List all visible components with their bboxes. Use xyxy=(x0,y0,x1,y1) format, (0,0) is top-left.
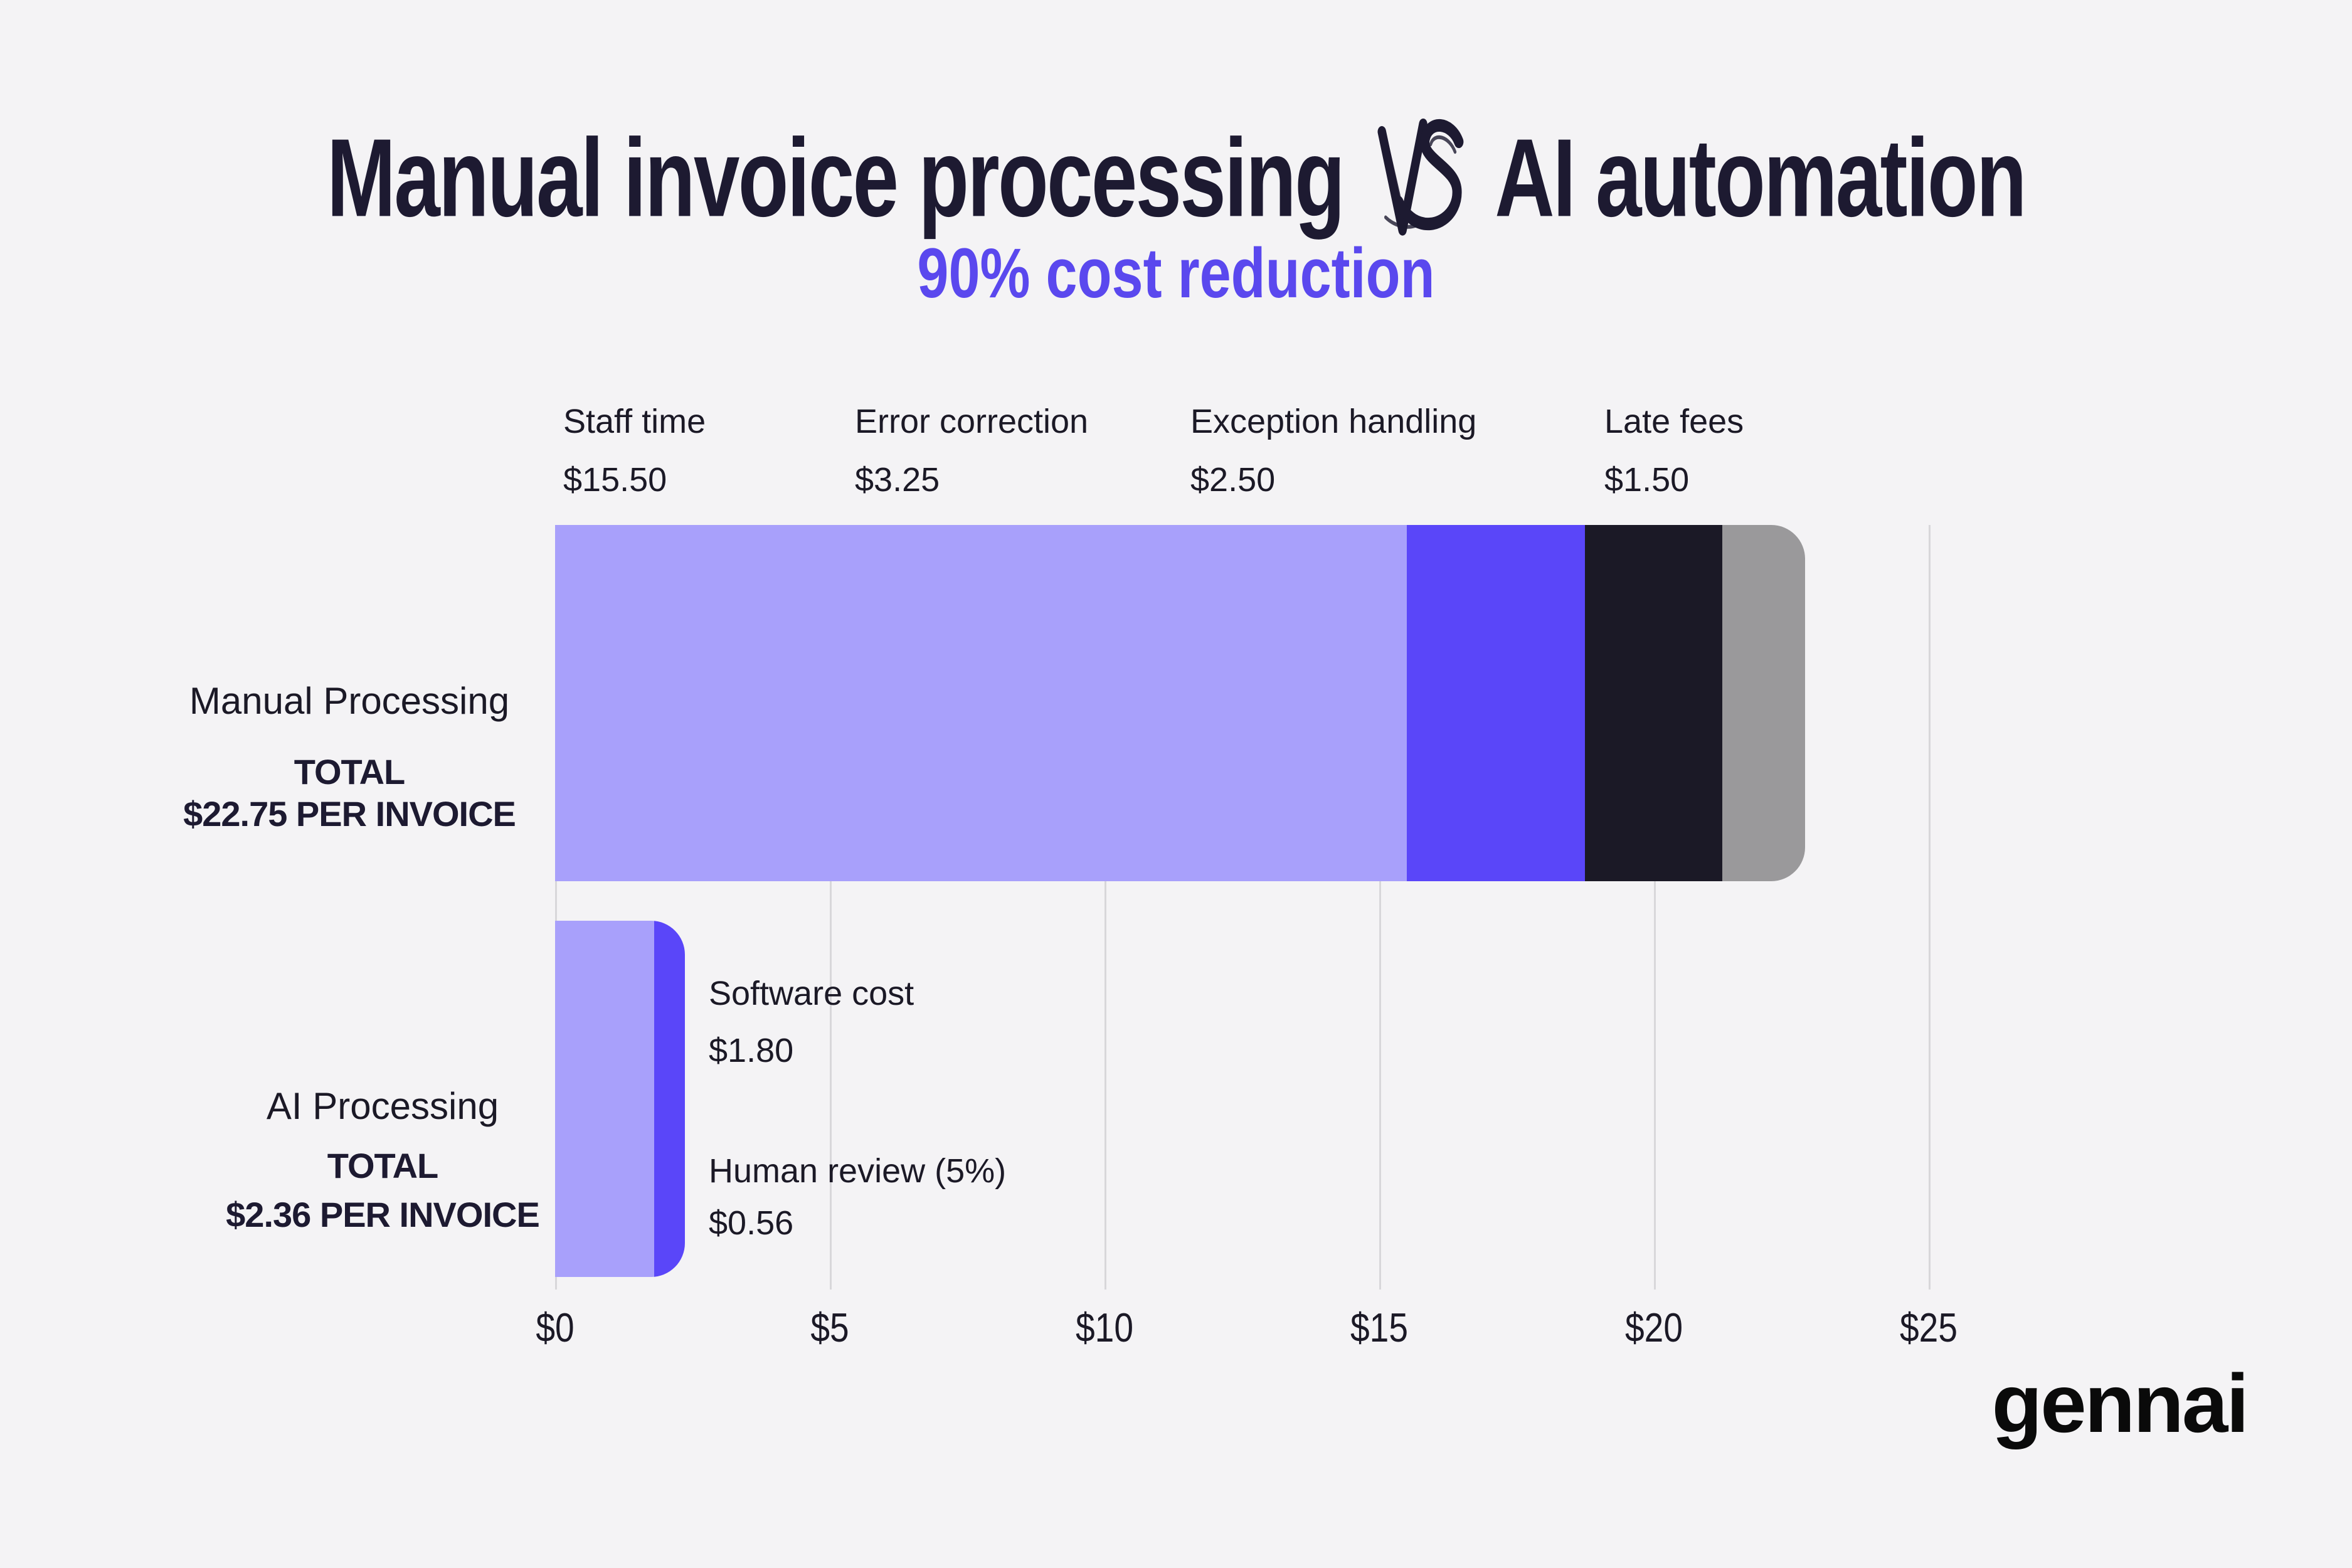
gennai-logo: gennai xyxy=(1991,1357,2249,1449)
bar-segment xyxy=(654,921,685,1277)
bar-segment xyxy=(555,921,654,1277)
bar-row xyxy=(555,921,685,1277)
gridline-5 xyxy=(830,525,832,1290)
page-title: Manual invoice processing AI automation xyxy=(141,92,2211,262)
legend-label: Error correction xyxy=(855,403,1089,440)
axis-tick: $15 xyxy=(1350,1305,1408,1351)
legend-value: $2.50 xyxy=(1190,461,1276,499)
gridline-25 xyxy=(1929,525,1931,1290)
legend-label: Late fees xyxy=(1604,403,1744,440)
gridline-15 xyxy=(1379,525,1381,1290)
row-total-heading: TOTAL xyxy=(294,752,405,792)
axis-tick: $5 xyxy=(810,1305,849,1351)
segment-callout-value: $0.56 xyxy=(709,1204,794,1242)
bar-segment xyxy=(1722,525,1805,881)
gridline-20 xyxy=(1654,525,1656,1290)
gridline-10 xyxy=(1104,525,1106,1290)
legend-label: Staff time xyxy=(563,403,706,440)
vs-brush-icon xyxy=(1377,119,1464,236)
bar-segment xyxy=(1585,525,1723,881)
row-total-value: $22.75 PER INVOICE xyxy=(183,794,516,834)
page-title-left: Manual invoice processing xyxy=(327,115,1345,240)
segment-callout-label: Human review (5%) xyxy=(709,1152,1007,1190)
legend-label: Exception handling xyxy=(1190,403,1477,440)
axis-tick: $20 xyxy=(1625,1305,1683,1351)
bar-segment xyxy=(1406,525,1586,881)
axis-tick: $25 xyxy=(1900,1305,1957,1351)
legend-value: $1.50 xyxy=(1604,461,1690,499)
segment-callout-label: Software cost xyxy=(709,975,914,1012)
bar-row xyxy=(555,525,1805,881)
row-name: Manual Processing xyxy=(189,680,510,722)
axis-tick: $10 xyxy=(1076,1305,1133,1351)
segment-callout-value: $1.80 xyxy=(709,1032,794,1069)
row-total-heading: TOTAL xyxy=(327,1146,438,1185)
row-total-value: $2.36 PER INVOICE xyxy=(226,1195,540,1234)
page-subtitle: 90% cost reduction xyxy=(917,234,1435,313)
legend-value: $3.25 xyxy=(855,461,940,499)
axis-tick: $0 xyxy=(536,1305,575,1351)
page-title-right: AI automation xyxy=(1495,115,2026,240)
legend-value: $15.50 xyxy=(563,461,667,499)
bar-segment xyxy=(555,525,1407,881)
gridline-0 xyxy=(555,525,557,1290)
row-name: AI Processing xyxy=(266,1085,499,1127)
